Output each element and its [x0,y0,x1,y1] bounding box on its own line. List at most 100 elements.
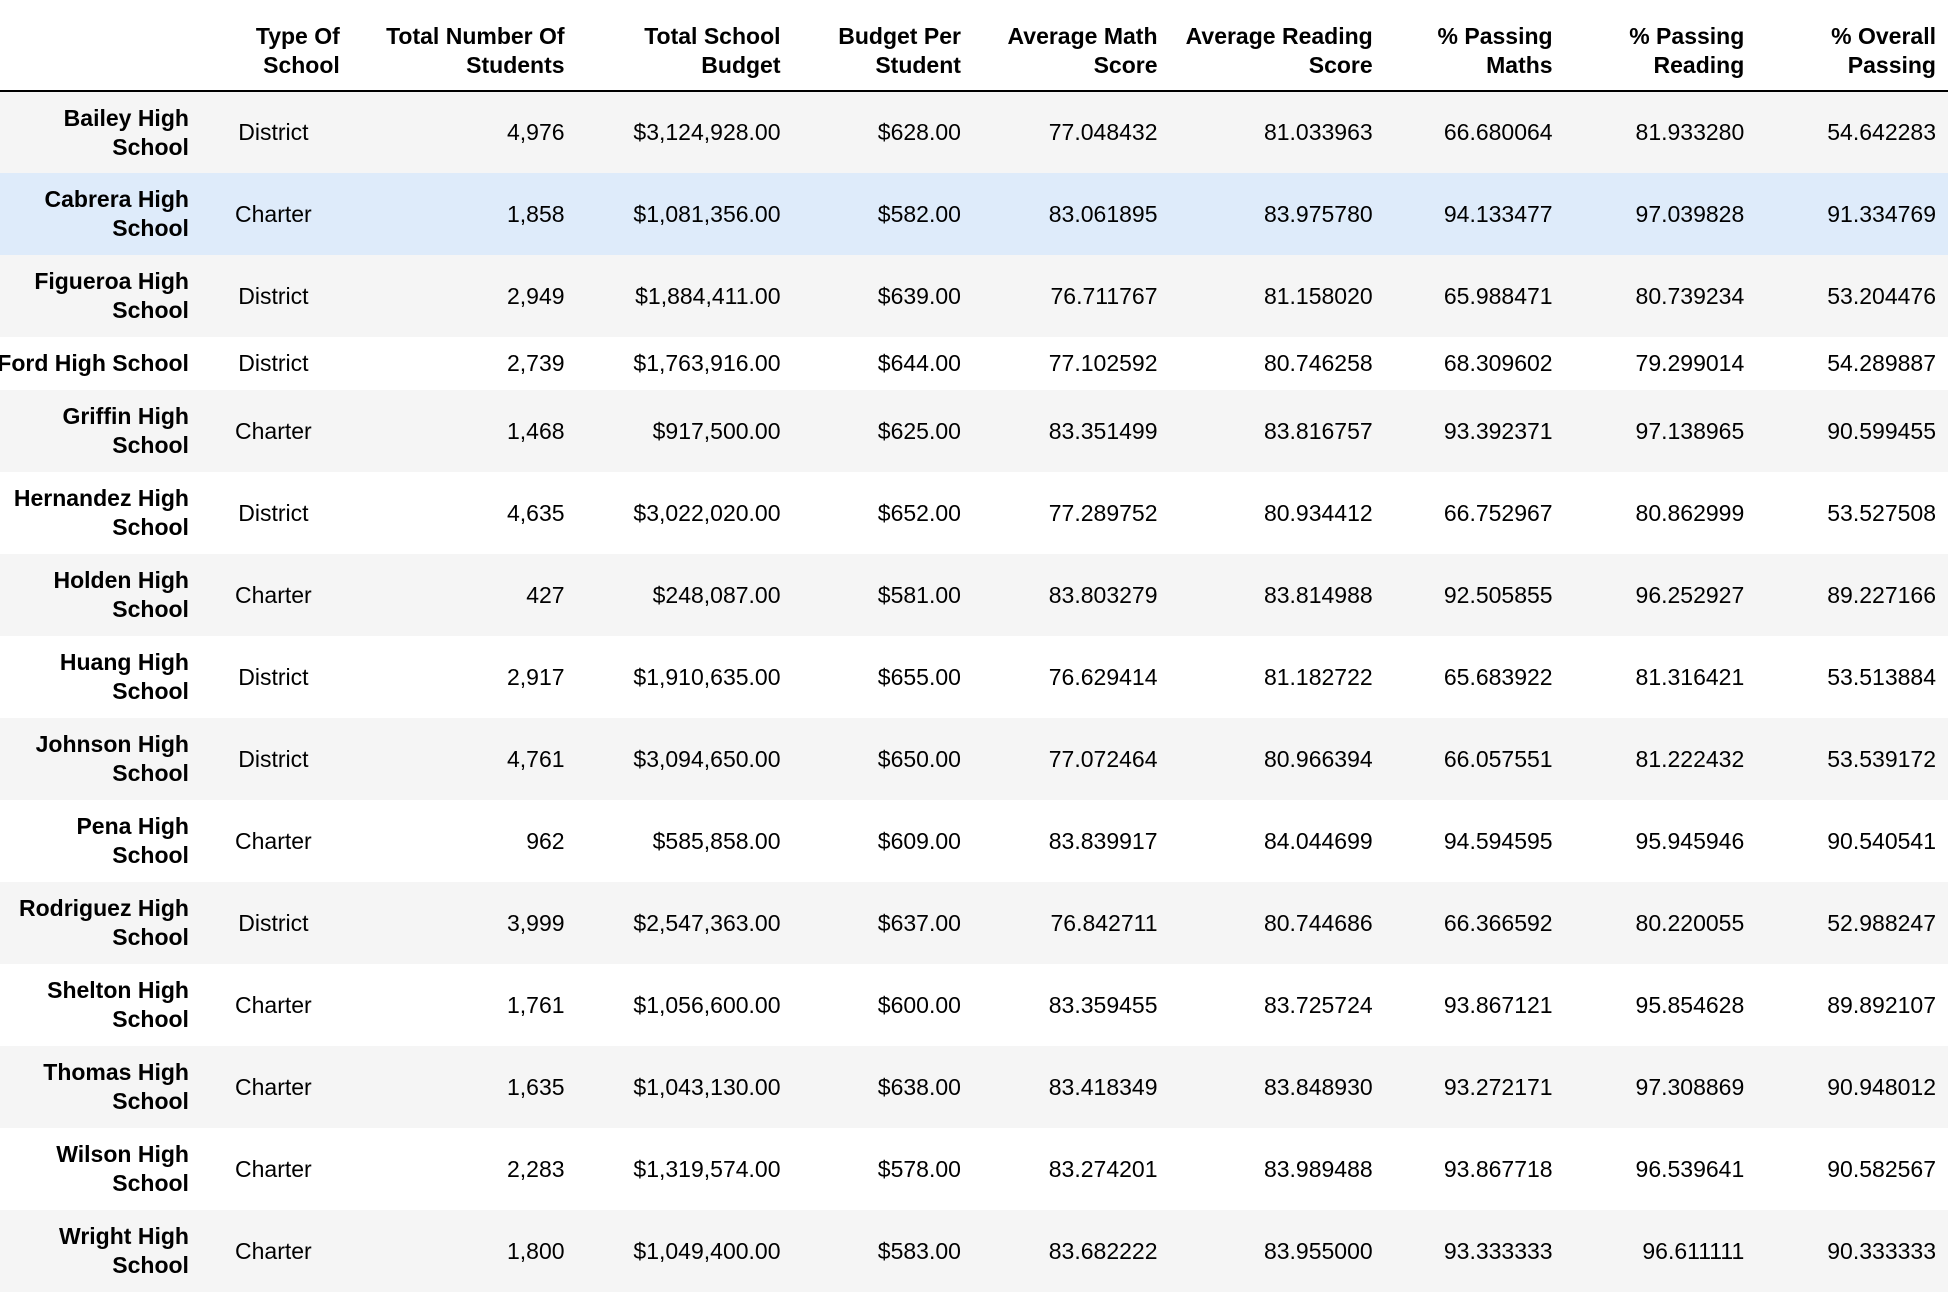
cell-students: 2,283 [507,1155,565,1182]
row-label: Griffin High School [62,403,189,458]
row-label: Holden High School [53,567,189,622]
cell-reading: 84.044699 [1263,827,1373,854]
cell-per-student: $638.00 [877,1073,961,1100]
cell-per-student: $582.00 [877,200,961,227]
index-header [0,22,201,92]
cell-type: Charter [235,417,312,444]
row-label: Rodriguez High School [19,895,189,950]
cell-pass-reading: 95.945946 [1635,827,1745,854]
row-label: Johnson High School [35,731,189,786]
cell-per-student: $637.00 [877,909,961,936]
cell-math: 76.842711 [1050,909,1158,936]
cell-pass-reading: 81.316421 [1635,663,1745,690]
table-row-highlighted: Cabrera High School Charter 1,858 $1,081… [0,173,1948,255]
column-header-type: Type Of School [200,22,352,92]
column-header-budget: Total School Budget [576,22,793,92]
cell-budget: $1,763,916.00 [633,350,781,376]
cell-students: 3,999 [507,909,565,936]
cell-math: 83.351499 [1048,417,1158,444]
cell-type: Charter [235,200,312,227]
cell-overall: 90.948012 [1827,1073,1936,1100]
column-header-per-student: Budget Per Student [792,22,973,92]
column-header-math: Average Math Score [972,22,1170,92]
cell-reading: 81.158020 [1263,282,1373,309]
cell-math: 76.629414 [1048,663,1158,690]
table-row: Bailey High School District 4,976 $3,124… [0,91,1948,173]
cell-pass-reading: 95.854628 [1635,991,1745,1018]
cell-type: Charter [235,991,312,1018]
cell-per-student: $644.00 [877,350,961,376]
cell-budget: $1,319,574.00 [633,1155,781,1182]
row-label: Pena High School [76,813,189,868]
table-row: Figueroa High School District 2,949 $1,8… [0,255,1948,337]
cell-reading: 80.744686 [1263,909,1373,936]
cell-students: 1,468 [507,417,565,444]
cell-overall: 90.582567 [1827,1155,1936,1182]
cell-pass-math: 93.392371 [1443,417,1553,444]
cell-overall: 91.334769 [1827,200,1936,227]
cell-overall: 90.599455 [1827,417,1936,444]
cell-budget: $1,049,400.00 [633,1237,781,1264]
table-row: Thomas High School Charter 1,635 $1,043,… [0,1046,1948,1128]
cell-budget: $1,056,600.00 [633,991,781,1018]
cell-budget: $248,087.00 [652,581,781,608]
cell-budget: $1,081,356.00 [633,200,781,227]
header-row: Type Of School Total Number Of Students … [0,22,1948,92]
cell-students: 1,761 [507,991,565,1018]
cell-reading: 80.934412 [1263,499,1373,526]
cell-type: District [238,119,309,145]
cell-students: 962 [526,827,565,854]
cell-per-student: $655.00 [877,663,961,690]
row-label: Wilson High School [56,1141,189,1196]
cell-budget: $917,500.00 [652,417,781,444]
cell-math: 83.839917 [1048,827,1158,854]
cell-type: Charter [235,1155,312,1182]
cell-overall: 53.513884 [1827,663,1936,690]
table-row: Huang High School District 2,917 $1,910,… [0,636,1948,718]
cell-reading: 83.725724 [1263,991,1373,1018]
cell-pass-math: 65.988471 [1443,282,1553,309]
cell-budget: $585,858.00 [652,827,781,854]
cell-budget: $3,124,928.00 [633,119,781,145]
cell-per-student: $625.00 [877,417,961,444]
column-header-pass-math: % Passing Maths [1384,22,1565,92]
cell-math: 77.289752 [1048,499,1158,526]
cell-pass-math: 65.683922 [1443,663,1553,690]
cell-math: 83.803279 [1048,581,1158,608]
cell-type: District [238,663,309,690]
cell-math: 77.048432 [1048,119,1158,145]
cell-budget: $1,884,411.00 [635,282,781,309]
cell-pass-reading: 97.138965 [1635,417,1745,444]
cell-type: District [238,282,309,309]
cell-math: 83.418349 [1048,1073,1158,1100]
cell-overall: 54.289887 [1827,350,1936,376]
cell-budget: $3,094,650.00 [633,745,781,772]
column-header-pass-reading: % Passing Reading [1564,22,1757,92]
table-row: Johnson High School District 4,761 $3,09… [0,718,1948,800]
cell-overall: 89.892107 [1827,991,1936,1018]
cell-budget: $1,043,130.00 [633,1073,781,1100]
cell-type: Charter [235,581,312,608]
cell-students: 2,739 [507,350,565,376]
column-header-reading: Average Reading Score [1169,22,1385,92]
table-row: Ford High School District 2,739 $1,763,9… [0,337,1948,390]
cell-overall: 53.204476 [1827,282,1936,309]
column-header-students: Total Number Of Students [351,22,577,92]
table-body: Bailey High School District 4,976 $3,124… [0,91,1948,1292]
cell-per-student: $609.00 [877,827,961,854]
cell-type: Charter [235,827,312,854]
row-label: Thomas High School [43,1059,189,1114]
cell-pass-math: 93.272171 [1443,1073,1553,1100]
cell-type: District [238,745,309,772]
cell-pass-reading: 81.933280 [1635,119,1745,145]
table-row: Shelton High School Charter 1,761 $1,056… [0,964,1948,1046]
cell-pass-reading: 97.039828 [1635,200,1745,227]
cell-per-student: $639.00 [877,282,961,309]
row-label: Figueroa High School [34,268,189,323]
cell-reading: 80.746258 [1263,350,1373,376]
cell-pass-reading: 80.862999 [1635,499,1745,526]
cell-pass-math: 66.366592 [1443,909,1553,936]
cell-reading: 83.975780 [1263,200,1373,227]
row-label: Huang High School [59,649,189,704]
cell-pass-math: 68.309602 [1443,350,1553,376]
